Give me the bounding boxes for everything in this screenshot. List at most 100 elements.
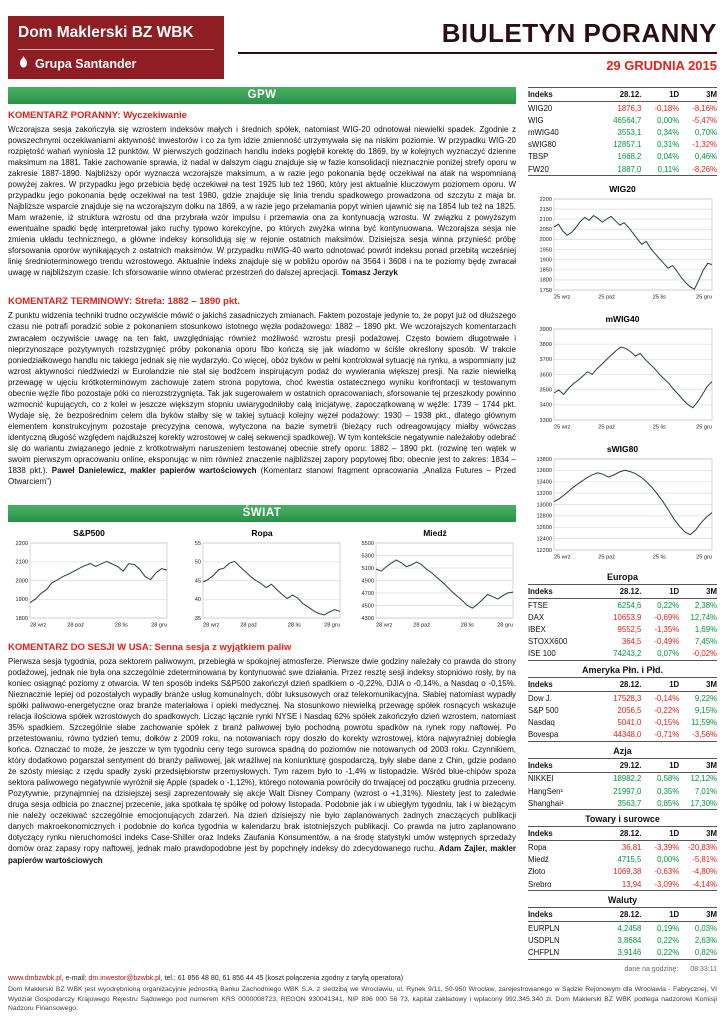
index-name: USDPLN <box>528 935 560 945</box>
index-value: 17528,3 <box>613 693 642 703</box>
column-header: 28.12. <box>586 907 642 923</box>
group-row: Grupa Santander <box>18 55 214 72</box>
index-change-3m: -20,83% <box>687 842 717 852</box>
index-change-1d: -3,09% <box>654 879 680 889</box>
index-name: S&P 500 <box>528 705 559 715</box>
svg-text:2000: 2000 <box>540 237 552 243</box>
index-value: 6254,6 <box>617 600 642 610</box>
svg-text:3500: 3500 <box>540 388 552 394</box>
brand-name: Dom Maklerski BZ WBK <box>18 24 194 41</box>
index-change-1d: -0,69% <box>654 612 680 622</box>
svg-text:2200: 2200 <box>16 541 28 547</box>
column-header: 29.12. <box>586 757 642 773</box>
index-change-1d: -0,49% <box>654 637 680 647</box>
website-link[interactable]: www.dmbzwbk.pl <box>8 975 62 983</box>
index-change-3m: 0,46% <box>694 152 717 162</box>
svg-text:12200: 12200 <box>536 548 552 554</box>
index-table: Indeks 28.12. 1D 3M WIG20 1876,3 -0,18% -8,16% W… <box>528 87 717 177</box>
table-waluty: Waluty Indeks 28.12. 1D 3M EURPLN 4,2458 0,19% 0… <box>528 891 717 960</box>
column-header: 28.12. <box>586 584 642 600</box>
price-line <box>553 215 713 291</box>
svg-text:28 paź: 28 paź <box>67 622 84 628</box>
page-footer: www.dmbzwbk.pl, e-mail: dm.inwestor@bzwb… <box>8 975 717 1014</box>
chart-title: S&P500 <box>73 527 105 538</box>
index-change-3m: 12,12% <box>690 774 717 784</box>
svg-text:45: 45 <box>195 578 201 584</box>
index-change-3m: -4,14% <box>692 879 717 889</box>
index-name: EURPLN <box>528 923 560 933</box>
comment-author: Adam Zajler, makler papierów wartościowy… <box>8 844 516 865</box>
svg-text:40: 40 <box>195 597 201 603</box>
index-value: 5041,0 <box>617 718 642 728</box>
comment-suffix: (Komentarz stanowi fragment opracowania … <box>8 465 516 486</box>
index-change-1d: 0,11% <box>657 164 680 174</box>
chart-wig20: WIG20 1750 1800 1850 1900 1950 2000 2050 2100 215… <box>528 184 717 306</box>
column-header: 28.12. <box>586 826 642 842</box>
index-change-1d: -0,22% <box>654 705 680 715</box>
comment-body: Z punktu widzenia techniki trudno oczywi… <box>8 310 516 487</box>
column-header: 3M <box>679 907 717 923</box>
index-change-1d: 0,00% <box>657 855 680 865</box>
table-group-title: Azja <box>613 745 632 756</box>
timestamp-label: dane na godzinę: <box>624 965 679 973</box>
svg-text:28 wrz: 28 wrz <box>30 622 47 628</box>
svg-text:25 gru: 25 gru <box>696 295 712 301</box>
column-header: Indeks <box>528 677 587 693</box>
index-name: STOXX600 <box>528 637 568 647</box>
index-value: 1069,38 <box>613 867 642 877</box>
index-change-3m: 7,01% <box>694 786 717 796</box>
svg-text:1900: 1900 <box>540 258 552 264</box>
comment-heading: KOMENTARZ PORANNY: Wyczekiwanie <box>8 110 187 121</box>
chart-ropa: Ropa 35 40 45 50 55 28 wrz 28 paź 28 lis 28 gru <box>181 528 343 634</box>
column-header: 3M <box>679 826 717 842</box>
comment-heading: KOMENTARZ TERMINOWY: Strefa: 1882 – 1890… <box>8 296 240 308</box>
table-group-title: Europa <box>606 572 638 583</box>
title-rule <box>238 52 717 54</box>
index-name: NIKKEI <box>528 774 554 784</box>
index-change-1d: -3,39% <box>654 842 680 852</box>
index-name: IBEX <box>528 625 546 635</box>
svg-text:25 gru: 25 gru <box>696 555 712 561</box>
svg-text:25 paź: 25 paź <box>598 555 615 561</box>
index-name: Ropa <box>528 842 547 852</box>
index-name: ISE 100 <box>528 649 556 659</box>
index-change-1d: 0,22% <box>657 948 680 958</box>
chart-plot: 1800 1900 2000 2100 2200 28 wrz 28 paź 28 lis 28… <box>16 541 168 628</box>
index-change-1d: 0,58% <box>657 774 680 784</box>
svg-text:4300: 4300 <box>362 616 374 622</box>
svg-text:28 wrz: 28 wrz <box>203 622 220 628</box>
index-change-3m: 9,15% <box>694 705 717 715</box>
column-header: 1D <box>641 584 680 600</box>
main-content: GPW KOMENTARZ PORANNY: Wyczekiwanie Wczo… <box>0 83 725 973</box>
email-link[interactable]: dm.inwestor@bzwbk.pl <box>88 975 161 983</box>
price-line <box>553 346 713 409</box>
chart-title: Miedź <box>423 527 447 538</box>
svg-text:1800: 1800 <box>16 616 28 622</box>
index-value: 10653,9 <box>613 612 642 622</box>
index-name: Bovespa <box>528 730 559 740</box>
index-change-3m: 2,63% <box>694 935 717 945</box>
index-row: Bovespa 44348,0 -0,71% -3,56% <box>528 729 717 742</box>
svg-text:1800: 1800 <box>540 278 552 284</box>
footer-contact: www.dmbzwbk.pl, e-mail: dm.inwestor@bzwb… <box>8 975 717 982</box>
index-value: 18982,2 <box>613 774 642 784</box>
svg-text:35: 35 <box>195 616 201 622</box>
svg-text:1900: 1900 <box>16 597 28 603</box>
column-header: Indeks <box>528 757 587 773</box>
svg-text:4700: 4700 <box>362 591 374 597</box>
index-row: ISE 100 74243,2 0,07% -0,02% <box>528 648 717 661</box>
index-row: USDPLN 3,8684 0,22% 2,63% <box>528 934 717 946</box>
svg-text:3300: 3300 <box>540 418 552 424</box>
svg-text:12600: 12600 <box>536 525 552 531</box>
index-value: 44348,0 <box>613 730 642 740</box>
index-row: STOXX600 364,5 -0,49% 7,45% <box>528 636 717 648</box>
svg-text:13200: 13200 <box>536 491 552 497</box>
index-table: Indeks 28.12. 1D 3M Ropa 36,81 -3,39% -20,83% Mi… <box>528 826 717 892</box>
svg-text:1950: 1950 <box>540 248 552 254</box>
index-name: DAX <box>528 612 545 622</box>
svg-text:28 gru: 28 gru <box>151 622 167 628</box>
svg-text:2050: 2050 <box>540 227 552 233</box>
index-change-1d: 0,04% <box>657 152 680 162</box>
comment-author: Paweł Danielewicz, makler papierów warto… <box>51 465 257 475</box>
index-change-3m: -1,32% <box>692 140 717 150</box>
